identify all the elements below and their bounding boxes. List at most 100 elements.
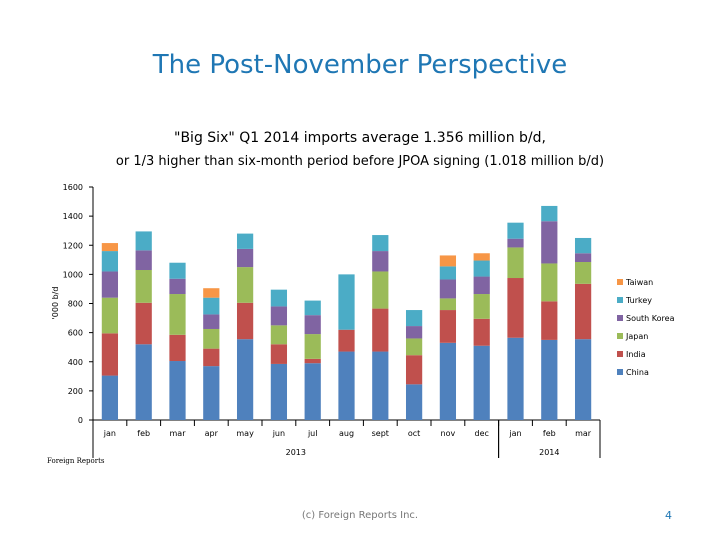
chart-subtitle: or 1/3 higher than six-month period befo… <box>115 154 605 169</box>
bar-segment-south-korea <box>574 253 592 262</box>
legend-label: Taiwan <box>625 278 653 287</box>
y-tick-label: 200 <box>68 387 83 396</box>
bar-segment-turkey <box>405 310 423 327</box>
bar-segment-india <box>473 318 490 346</box>
x-tick-label: jan <box>508 429 521 438</box>
x-tick-label: feb <box>543 429 556 438</box>
y-tick-label: 1400 <box>63 212 83 221</box>
bar-segment-china <box>507 337 524 420</box>
x-tick-label: may <box>236 429 254 438</box>
bar-segment-japan <box>507 247 524 279</box>
bar-segment-japan <box>169 294 186 335</box>
bar-segment-china <box>439 342 457 420</box>
year-label: 2014 <box>539 448 559 457</box>
legend-swatch <box>617 297 623 303</box>
x-tick-label: jan <box>103 429 116 438</box>
legend-swatch <box>617 279 623 285</box>
bar-segment-china <box>270 363 288 420</box>
y-tick-label: 1200 <box>63 241 83 250</box>
x-tick-label: oct <box>408 429 420 438</box>
bar-segment-south-korea <box>405 326 423 339</box>
x-tick-label: dec <box>474 429 488 438</box>
x-tick-label: sept <box>372 429 389 438</box>
bar-segment-turkey <box>338 274 355 330</box>
bar-segment-south-korea <box>439 279 457 299</box>
x-tick-label: mar <box>575 429 592 438</box>
y-axis-label: '000 b/d <box>51 287 60 320</box>
bar-segment-south-korea <box>372 251 389 272</box>
bar-segment-china <box>203 366 220 420</box>
bar-segment-turkey <box>473 260 490 277</box>
legend-swatch <box>617 351 623 357</box>
bar-segment-turkey <box>541 205 558 222</box>
bar-segment-india <box>439 310 457 343</box>
bar-segment-turkey <box>169 262 186 279</box>
bar-segment-taiwan <box>203 288 220 298</box>
bar-segment-india <box>304 358 321 364</box>
x-tick-label: nov <box>441 429 456 438</box>
bar-segment-japan <box>101 297 119 334</box>
bar-segment-china <box>372 351 389 420</box>
x-tick-label: feb <box>137 429 150 438</box>
bar-segment-india <box>541 301 558 340</box>
legend-label: Turkey <box>625 296 652 305</box>
bar-segment-india <box>203 348 220 367</box>
bar-segment-turkey <box>236 233 254 249</box>
bar-segment-india <box>236 302 254 340</box>
bar-segment-japan <box>304 334 321 359</box>
bar-segment-turkey <box>203 297 220 315</box>
legend-label: India <box>626 350 646 359</box>
bar-segment-china <box>574 339 592 420</box>
bar-segment-india <box>405 355 423 385</box>
legend-swatch <box>617 369 623 375</box>
bar-segment-taiwan <box>101 243 119 252</box>
bar-segment-south-korea <box>101 271 119 298</box>
y-tick-label: 400 <box>68 358 83 367</box>
bar-segment-china <box>541 339 558 420</box>
y-tick-label: 0 <box>78 416 83 425</box>
slide-title: The Post-November Perspective <box>152 50 568 80</box>
bar-segment-china <box>304 363 321 420</box>
legend-swatch <box>617 315 623 321</box>
bar-segment-south-korea <box>541 221 558 264</box>
bar-segment-japan <box>541 263 558 302</box>
bar-segment-turkey <box>439 266 457 280</box>
footer-copyright: (c) Foreign Reports Inc. <box>301 510 419 521</box>
x-tick-label: aug <box>339 429 354 438</box>
legend: Taiwan Turkey South Korea Japan India China <box>617 278 675 377</box>
bar-segment-india <box>169 334 186 362</box>
x-tick-label: jun <box>272 429 285 438</box>
chart-title: "Big Six" Q1 2014 imports average 1.356 … <box>174 130 546 146</box>
bar-segment-japan <box>473 294 490 319</box>
bar-segment-china <box>169 361 186 420</box>
legend-label: South Korea <box>626 314 675 323</box>
bar-segment-japan <box>270 325 288 345</box>
bar-segment-south-korea <box>507 238 524 248</box>
bar-segment-turkey <box>372 235 389 252</box>
legend-label: Japan <box>625 332 648 341</box>
x-tick-label: jul <box>307 429 318 438</box>
bar-segment-taiwan <box>439 255 457 267</box>
bar-segment-south-korea <box>169 278 186 295</box>
bar-segment-china <box>405 384 423 420</box>
bar-segment-turkey <box>507 222 524 239</box>
page-number: 4 <box>665 509 672 522</box>
bar-segment-taiwan <box>473 253 490 261</box>
source-note: Foreign Reports <box>47 457 105 465</box>
bar-segment-india <box>270 344 288 364</box>
bar-segment-india <box>372 308 389 352</box>
legend-label: China <box>626 368 649 377</box>
year-label: 2013 <box>286 448 306 457</box>
bar-segment-china <box>135 344 152 420</box>
bar-segment-india <box>338 329 355 352</box>
y-tick-label: 1000 <box>63 270 83 279</box>
bar-segment-turkey <box>135 231 152 251</box>
bar-segment-turkey <box>304 300 321 316</box>
bar-segment-turkey <box>574 237 592 254</box>
x-tick-label: mar <box>170 429 187 438</box>
bar-segment-india <box>101 333 119 376</box>
bar-segment-india <box>574 283 592 340</box>
bar-segment-japan <box>574 261 592 284</box>
bar-segment-south-korea <box>304 315 321 335</box>
